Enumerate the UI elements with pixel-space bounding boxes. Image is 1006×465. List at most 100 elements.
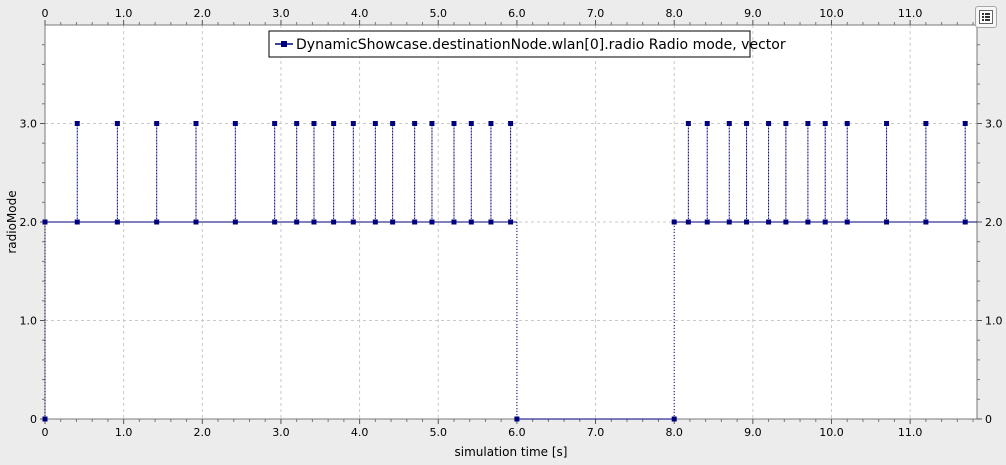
data-point	[822, 219, 828, 225]
data-point	[844, 121, 850, 126]
data-point	[884, 219, 890, 225]
data-point	[331, 219, 337, 225]
legend-label: DynamicShowcase.destinationNode.wlan[0].…	[296, 37, 786, 53]
x-tick-label-bottom: 10.0	[819, 426, 844, 439]
data-point	[451, 121, 457, 126]
y-tick-label-right: 2.0	[985, 216, 1003, 229]
x-axis-title: simulation time [s]	[455, 445, 568, 459]
x-tick-label-top: 0	[42, 7, 49, 20]
data-point	[508, 219, 514, 225]
y-tick-label-left: 2.0	[20, 216, 38, 229]
data-point	[671, 219, 677, 225]
x-tick-label-bottom: 8.0	[665, 426, 683, 439]
data-point	[805, 121, 811, 126]
data-point	[272, 219, 278, 225]
data-point	[923, 219, 929, 225]
x-tick-label-bottom: 4.0	[351, 426, 369, 439]
y-tick-label-right: 1.0	[985, 315, 1003, 328]
x-tick-label-top: 9.0	[744, 7, 762, 20]
x-tick-label-bottom: 1.0	[115, 426, 133, 439]
data-point	[193, 219, 199, 225]
data-point	[514, 416, 520, 422]
data-point	[726, 219, 732, 225]
data-point	[766, 121, 772, 126]
data-point	[923, 121, 929, 126]
data-point	[154, 121, 160, 126]
data-point	[74, 219, 80, 225]
data-point	[468, 121, 474, 126]
y-tick-label-right: 0	[985, 413, 992, 426]
data-point	[766, 219, 772, 225]
legend-marker-swatch	[281, 41, 287, 47]
data-point	[429, 219, 435, 225]
x-tick-label-top: 8.0	[665, 7, 683, 20]
data-point	[451, 219, 457, 225]
x-tick-label-top: 6.0	[508, 7, 526, 20]
y-tick-label-left: 1.0	[20, 315, 38, 328]
y-tick-label-left: 0	[30, 413, 37, 426]
data-point	[744, 121, 750, 126]
x-tick-label-top: 7.0	[587, 7, 605, 20]
data-point	[114, 219, 120, 225]
data-point	[468, 219, 474, 225]
data-point	[311, 121, 317, 126]
data-point	[726, 121, 732, 126]
data-point	[372, 121, 378, 126]
data-point	[488, 121, 494, 126]
data-point	[42, 416, 48, 422]
data-point	[805, 219, 811, 225]
data-point	[671, 416, 677, 422]
x-tick-label-top: 1.0	[115, 7, 133, 20]
x-tick-label-bottom: 11.0	[898, 426, 923, 439]
data-point	[154, 219, 160, 225]
chart-options-button[interactable]	[975, 6, 997, 28]
x-tick-label-bottom: 2.0	[194, 426, 212, 439]
data-point	[962, 219, 968, 225]
x-tick-label-top: 2.0	[194, 7, 212, 20]
data-point	[488, 219, 494, 225]
data-point	[350, 121, 356, 126]
data-point	[294, 219, 300, 225]
data-point	[412, 219, 418, 225]
data-point	[962, 121, 968, 126]
x-tick-label-top: 4.0	[351, 7, 369, 20]
x-tick-label-bottom: 5.0	[429, 426, 447, 439]
data-point	[744, 219, 750, 225]
list-options-icon	[979, 10, 993, 24]
x-tick-label-bottom: 0	[42, 426, 49, 439]
data-point	[390, 121, 396, 126]
data-point	[294, 121, 300, 126]
x-tick-label-top: 10.0	[819, 7, 844, 20]
y-tick-label-right: 3.0	[985, 118, 1003, 131]
data-point	[822, 121, 828, 126]
y-tick-label-left: 3.0	[20, 118, 38, 131]
x-tick-label-bottom: 7.0	[587, 426, 605, 439]
x-tick-label-bottom: 9.0	[744, 426, 762, 439]
data-point	[232, 219, 238, 225]
data-point	[704, 219, 710, 225]
data-point	[884, 121, 890, 126]
data-point	[783, 121, 789, 126]
data-point	[429, 121, 435, 126]
data-point	[42, 219, 48, 225]
data-point	[74, 121, 80, 126]
data-point	[331, 121, 337, 126]
x-tick-label-top: 3.0	[272, 7, 290, 20]
data-point	[390, 219, 396, 225]
data-point	[372, 219, 378, 225]
data-point	[311, 219, 317, 225]
x-tick-label-bottom: 3.0	[272, 426, 290, 439]
data-point	[685, 219, 691, 225]
x-tick-label-top: 5.0	[429, 7, 447, 20]
data-point	[272, 121, 278, 126]
data-point	[704, 121, 710, 126]
x-tick-label-bottom: 6.0	[508, 426, 526, 439]
data-point	[114, 121, 120, 126]
y-axis-title: radioMode	[5, 190, 19, 253]
data-point	[844, 219, 850, 225]
data-point	[412, 121, 418, 126]
x-tick-label-top: 11.0	[898, 7, 923, 20]
data-point	[783, 219, 789, 225]
